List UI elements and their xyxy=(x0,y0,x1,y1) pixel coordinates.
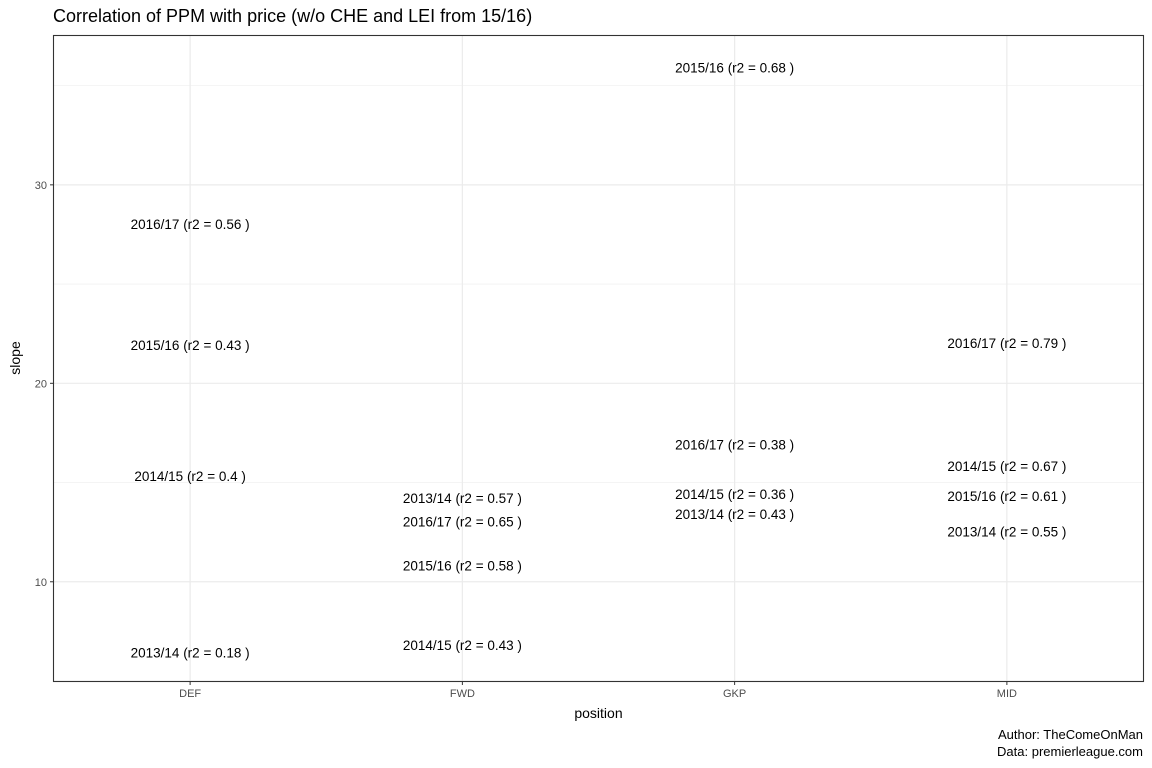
caption-author: Author: TheComeOnMan xyxy=(998,727,1143,742)
y-tick-label: 30 xyxy=(35,180,47,192)
x-tick-label: FWD xyxy=(450,688,475,700)
point-label: 2015/16 (r2 = 0.43 ) xyxy=(131,338,250,353)
x-tick-label: GKP xyxy=(723,688,746,700)
point-label: 2016/17 (r2 = 0.79 ) xyxy=(947,336,1066,351)
point-label: 2013/14 (r2 = 0.43 ) xyxy=(675,507,794,522)
x-tick-label: DEF xyxy=(179,688,201,700)
point-label: 2016/17 (r2 = 0.65 ) xyxy=(403,515,522,530)
y-axis-title: slope xyxy=(7,341,23,375)
point-label: 2014/15 (r2 = 0.67 ) xyxy=(947,459,1066,474)
grid xyxy=(54,36,1143,682)
point-label: 2013/14 (r2 = 0.55 ) xyxy=(947,525,1066,540)
chart-title: Correlation of PPM with price (w/o CHE a… xyxy=(53,6,532,26)
y-tick-label: 10 xyxy=(35,577,47,589)
plot-panel-border xyxy=(52,34,1145,683)
x-axis-title: position xyxy=(574,705,622,721)
point-label: 2013/14 (r2 = 0.18 ) xyxy=(131,646,250,661)
point-label: 2016/17 (r2 = 0.56 ) xyxy=(131,217,250,232)
x-axis: DEF FWD GKP MID xyxy=(179,681,1017,700)
x-tick-label: MID xyxy=(997,688,1017,700)
y-axis: 10 20 30 xyxy=(35,180,54,589)
point-label: 2015/16 (r2 = 0.68 ) xyxy=(675,60,794,75)
point-label: 2014/15 (r2 = 0.36 ) xyxy=(675,487,794,502)
point-label: 2014/15 (r2 = 0.43 ) xyxy=(403,638,522,653)
point-labels: 2016/17 (r2 = 0.56 ) 2015/16 (r2 = 0.43 )… xyxy=(131,60,1067,660)
point-label: 2013/14 (r2 = 0.57 ) xyxy=(403,491,522,506)
point-label: 2015/16 (r2 = 0.61 ) xyxy=(947,489,1066,504)
point-label: 2014/15 (r2 = 0.4 ) xyxy=(134,469,245,484)
point-label: 2015/16 (r2 = 0.58 ) xyxy=(403,558,522,573)
y-tick-label: 20 xyxy=(35,378,47,390)
caption-source: Data: premierleague.com xyxy=(997,744,1143,759)
point-label: 2016/17 (r2 = 0.38 ) xyxy=(675,437,794,452)
